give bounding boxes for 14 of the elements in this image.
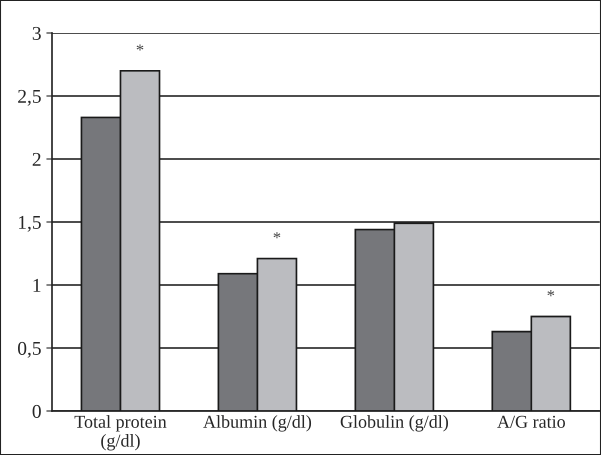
x-tick-label: Total protein (g/dl)	[74, 415, 166, 450]
annotation: *	[547, 290, 554, 296]
y-tick-label: 0	[32, 404, 41, 418]
x-tick-label: A/G ratio	[497, 416, 565, 428]
y-tick-label: 2	[32, 152, 41, 166]
y-tick-label: 2,5	[18, 90, 41, 106]
y-tick-label: 3	[32, 26, 41, 40]
x-tick-label: Albumin (g/dl)	[203, 415, 312, 432]
y-tick-label: 1	[34, 278, 40, 292]
y-tick-label: 1,5	[18, 216, 41, 232]
y-tick-label: 0,5	[18, 342, 41, 358]
annotation: *	[274, 232, 280, 238]
x-tick-label: Globulin (g/dl)	[340, 415, 448, 432]
annotation: *	[136, 44, 144, 51]
